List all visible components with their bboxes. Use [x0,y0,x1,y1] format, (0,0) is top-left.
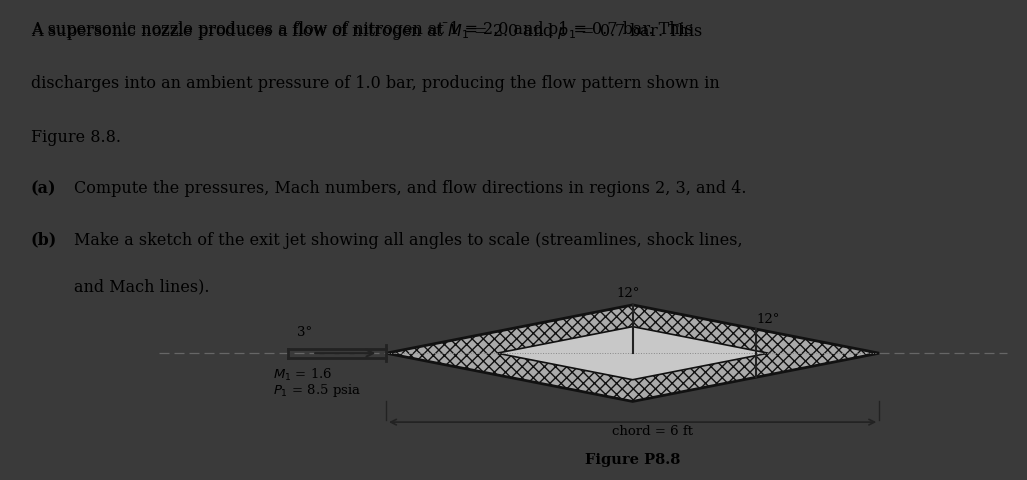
Text: Make a sketch of the exit jet showing all angles to scale (streamlines, shock li: Make a sketch of the exit jet showing al… [74,231,743,248]
Polygon shape [497,327,768,380]
Text: A supersonic nozzle produces a flow of nitrogen at $M_1$ = 2.0 and $p_1$ = 0.7 b: A supersonic nozzle produces a flow of n… [31,21,702,41]
Text: Figure 8.8.: Figure 8.8. [31,128,121,145]
Polygon shape [386,305,879,402]
Text: and Mach lines).: and Mach lines). [74,277,210,294]
Text: (a): (a) [31,180,56,197]
Text: chord = 6 ft: chord = 6 ft [612,424,693,437]
Text: (b): (b) [31,231,58,248]
Text: 12°: 12° [616,287,640,300]
Text: Figure P8.8: Figure P8.8 [585,452,680,466]
Text: $P_1$ = 8.5 psia: $P_1$ = 8.5 psia [273,381,360,398]
Text: discharges into an ambient pressure of 1.0 bar, producing the flow pattern shown: discharges into an ambient pressure of 1… [31,74,720,91]
Text: A supersonic nozzle produces a flow of nitrogen at ̄1 ≡ 2.0 and ρ1 ≡ 0.7 bar. Th: A supersonic nozzle produces a flow of n… [31,21,693,37]
Text: 3°: 3° [298,326,312,339]
Text: Compute the pressures, Mach numbers, and flow directions in regions 2, 3, and 4.: Compute the pressures, Mach numbers, and… [74,180,747,197]
Text: $M_1$ = 1.6: $M_1$ = 1.6 [273,366,333,383]
Text: 12°: 12° [757,312,779,325]
